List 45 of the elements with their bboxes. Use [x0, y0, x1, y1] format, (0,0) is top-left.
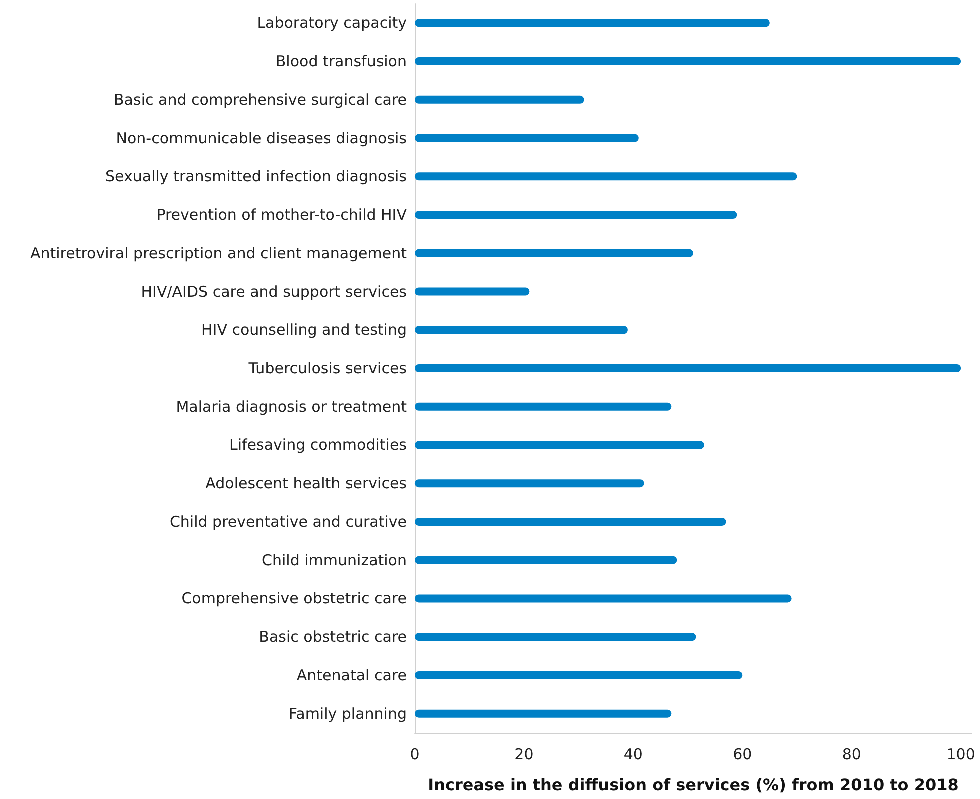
bar — [415, 19, 770, 28]
y-tick-label: Laboratory capacity — [257, 14, 408, 32]
bar — [415, 594, 792, 603]
bar — [415, 58, 962, 66]
bar — [415, 288, 530, 296]
bar — [415, 172, 798, 181]
y-tick-label: Comprehensive obstetric care — [182, 590, 407, 608]
y-tick-label: Blood transfusion — [276, 52, 407, 71]
y-tick-label: Antenatal care — [296, 666, 407, 684]
bar — [415, 402, 672, 411]
y-tick-label: Child preventative and curative — [170, 512, 407, 531]
x-tick-label: 40 — [624, 746, 643, 764]
y-tick-label: HIV/AIDS care and support services — [141, 282, 408, 301]
x-axis-title: Increase in the diffusion of services (%) from 2010 to 2018 — [428, 776, 959, 794]
bar — [415, 710, 672, 718]
x-tick-label: 100 — [946, 746, 976, 764]
bar — [415, 633, 696, 642]
x-tick-label: 20 — [514, 746, 534, 764]
y-tick-label: Lifesaving commodities — [230, 436, 408, 454]
bar — [415, 556, 678, 564]
bar — [415, 441, 704, 450]
y-tick-label: Adolescent health services — [206, 474, 408, 493]
bar — [415, 480, 644, 488]
bar — [415, 518, 726, 526]
bar — [415, 671, 743, 680]
y-tick-label: Sexually transmitted infection diagnosis — [106, 168, 408, 186]
y-tick-label: Non-communicable diseases diagnosis — [116, 129, 408, 148]
bar — [415, 211, 738, 220]
y-tick-label: Prevention of mother-to-child HIV — [156, 206, 408, 224]
y-tick-label: HIV counselling and testing — [201, 321, 407, 340]
bar — [415, 364, 962, 372]
y-tick-label: Antiretroviral prescription and client management — [30, 244, 408, 262]
y-tick-label: Basic and comprehensive surgical care — [114, 90, 407, 109]
bar — [415, 96, 584, 104]
y-tick-label: Child immunization — [262, 551, 407, 570]
y-tick-label: Basic obstetric care — [259, 628, 407, 646]
x-tick-label: 60 — [733, 746, 752, 764]
bar — [415, 134, 639, 142]
bar — [415, 249, 694, 258]
x-tick-label: 80 — [842, 746, 862, 764]
bar — [415, 326, 628, 334]
x-tick-label: 0 — [410, 746, 420, 764]
y-tick-label: Family planning — [288, 704, 407, 723]
y-tick-label: Malaria diagnosis or treatment — [176, 398, 408, 416]
y-tick-label: Tuberculosis services — [248, 360, 408, 378]
